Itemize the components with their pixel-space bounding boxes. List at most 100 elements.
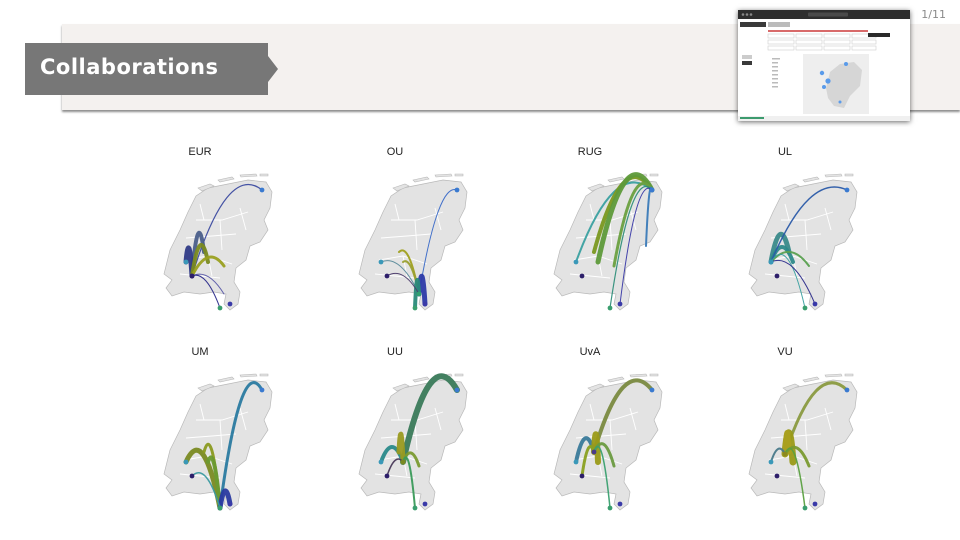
- province-border: [434, 407, 442, 431]
- netherlands-map: [163, 173, 273, 311]
- university-node: [454, 187, 460, 193]
- map-panel-vu: VU: [685, 346, 885, 521]
- university-node: [607, 505, 613, 511]
- island-shape: [824, 173, 843, 178]
- collaboration-arc: [206, 455, 222, 510]
- province-border: [380, 233, 432, 239]
- university-node: [768, 459, 774, 465]
- province-border: [629, 207, 637, 231]
- university-node: [844, 387, 850, 393]
- province-border: [764, 473, 806, 479]
- country-shape: [163, 179, 273, 311]
- university-node: [422, 301, 428, 307]
- university-node: [607, 305, 613, 311]
- collaboration-arc: [619, 187, 653, 305]
- collaboration-arc: [770, 253, 806, 309]
- collaboration-arc: [400, 373, 460, 465]
- university-node: [378, 259, 384, 265]
- province-border: [185, 233, 237, 239]
- collaboration-arc: [592, 378, 654, 454]
- province-border: [586, 411, 639, 421]
- university-node: [649, 387, 655, 393]
- island-shape: [454, 173, 464, 177]
- province-border: [589, 403, 595, 421]
- university-node: [227, 301, 233, 307]
- island-shape: [412, 376, 430, 383]
- university-node: [217, 505, 223, 511]
- province-border: [394, 403, 400, 421]
- university-node: [768, 259, 774, 265]
- university-node: [183, 459, 189, 465]
- university-node: [579, 273, 585, 279]
- collaboration-arc: [595, 172, 655, 265]
- university-node: [774, 473, 780, 479]
- university-node: [454, 387, 460, 393]
- province-border: [781, 411, 834, 421]
- collaboration-arc: [190, 255, 226, 278]
- island-shape: [649, 373, 659, 377]
- province-border: [196, 211, 249, 221]
- collaboration-arc: [782, 430, 792, 457]
- island-shape: [782, 383, 800, 392]
- collaboration-arc: [402, 456, 416, 509]
- map-label: UU: [387, 346, 403, 358]
- slide-title: Collaborations: [40, 55, 219, 79]
- island-shape: [392, 383, 410, 392]
- island-shape: [259, 173, 269, 177]
- map-label: VU: [777, 346, 793, 358]
- map-panel-uva: UvA: [490, 346, 690, 521]
- collaboration-arc: [593, 445, 611, 509]
- app-screenshot-thumbnail: [738, 10, 910, 121]
- collaboration-arc: [386, 272, 420, 295]
- island-shape: [824, 373, 843, 378]
- collaboration-arc: [191, 274, 221, 309]
- collaboration-arc: [396, 432, 406, 465]
- title-tab: [25, 43, 268, 95]
- province-border: [804, 219, 808, 251]
- university-node: [259, 387, 265, 393]
- university-node: [259, 187, 265, 193]
- netherlands-map: [748, 373, 858, 511]
- university-node: [183, 259, 189, 265]
- island-shape: [587, 383, 605, 392]
- map-panel-rug: RUG: [490, 146, 690, 321]
- collaboration-arc: [591, 431, 601, 465]
- netherlands-map: [748, 173, 858, 311]
- collaboration-arc: [190, 243, 210, 278]
- map-panel-uu: UU: [295, 346, 495, 521]
- university-node: [573, 459, 579, 465]
- university-node: [378, 459, 384, 465]
- country-shape: [358, 179, 468, 311]
- map-label: UM: [191, 346, 209, 358]
- province-border: [609, 419, 613, 451]
- collaboration-arc: [770, 186, 848, 263]
- map-label: UL: [777, 146, 793, 158]
- island-shape: [844, 173, 854, 177]
- province-border: [434, 207, 442, 231]
- university-node: [189, 273, 195, 279]
- university-node: [412, 305, 418, 311]
- province-border: [219, 419, 223, 451]
- university-node: [579, 473, 585, 479]
- map-label: UvA: [579, 346, 601, 358]
- province-border: [185, 433, 237, 439]
- netherlands-map: [553, 373, 663, 511]
- island-shape: [782, 183, 800, 192]
- country-shape: [748, 179, 858, 311]
- collaboration-arc: [218, 381, 264, 510]
- university-node: [384, 273, 390, 279]
- collaboration-arc: [784, 447, 806, 509]
- university-node: [802, 505, 808, 511]
- province-border: [391, 211, 444, 221]
- province-border: [589, 203, 595, 221]
- island-shape: [607, 376, 625, 383]
- university-node: [782, 451, 788, 457]
- university-node: [227, 501, 233, 507]
- island-shape: [259, 373, 269, 377]
- university-node: [217, 305, 223, 311]
- province-border: [784, 403, 790, 421]
- netherlands-map: [163, 373, 273, 511]
- university-node: [573, 259, 579, 265]
- collaboration-arc: [191, 184, 263, 277]
- island-shape: [607, 176, 625, 183]
